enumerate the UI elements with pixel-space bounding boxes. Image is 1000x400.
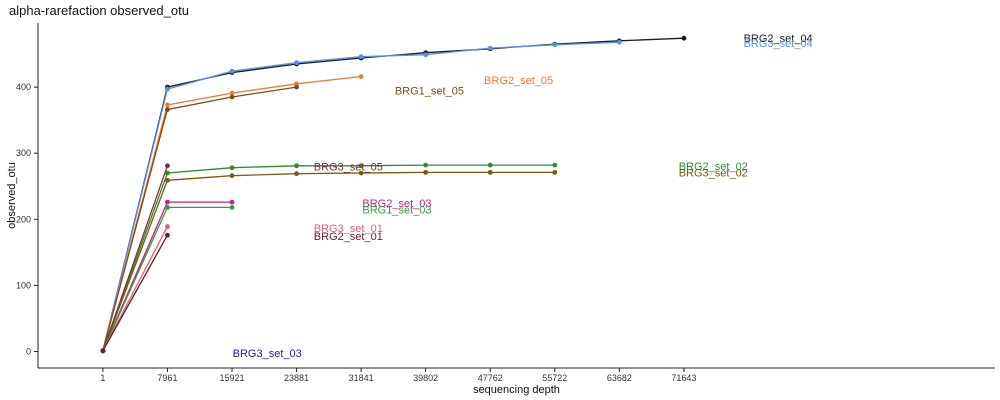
data-point-BRG3_set_02 (165, 177, 170, 183)
x-axis-title: sequencing depth (473, 384, 560, 396)
x-tick-label: 39802 (413, 373, 438, 383)
data-point-BRG1_set_05 (165, 107, 170, 112)
series-line-BRG1_set_05 (102, 86, 297, 351)
series-label-BRG2_set_03: BRG2_set_03 (362, 198, 431, 210)
series-label-BRG2_set_01: BRG2_set_01 (314, 231, 383, 243)
data-point-BRG3_set_02 (294, 171, 299, 177)
data-point-BRG2_set_02 (294, 163, 299, 169)
x-tick-label: 47762 (478, 373, 503, 383)
data-point-BRG2_set_03 (229, 199, 235, 205)
series-line-BRG3_set_05 (102, 165, 169, 352)
series-label-BRG2_set_05: BRG2_set_05 (484, 75, 553, 87)
series-line-BRG2_set_05 (102, 75, 362, 351)
series-line-BRG3_set_02 (102, 171, 555, 352)
data-point-BRG3_set_02 (423, 169, 429, 175)
data-point-BRG3_set_04 (487, 45, 493, 51)
series-line-BRG3_set_01 (102, 226, 168, 352)
series-label-BRG1_set_05: BRG1_set_05 (395, 85, 464, 97)
data-point-BRG3_set_02 (552, 169, 558, 175)
data-point-BRG2_set_02 (487, 162, 493, 168)
data-point-BRG2_set_05 (358, 74, 364, 79)
series-label-BRG3_set_01: BRG3_set_01 (314, 223, 383, 235)
data-point-BRG2_set_02 (423, 162, 429, 168)
y-tick-label: 200 (16, 214, 31, 224)
series-label-BRG2_set_02: BRG2_set_02 (679, 161, 748, 173)
data-point-BRG2_set_03 (165, 199, 170, 205)
data-point-BRG1_set_03 (165, 204, 170, 210)
series-label-BRG3_set_03: BRG3_set_03 (233, 348, 302, 360)
data-point-BRG2_set_02 (165, 170, 170, 176)
y-tick-label: 400 (16, 82, 31, 92)
y-tick-label: 0 (26, 346, 31, 356)
series-line-BRG2_set_02 (102, 164, 555, 352)
data-point-BRG3_set_04 (552, 42, 558, 48)
series-label-BRG2_set_04: BRG2_set_04 (744, 33, 813, 45)
data-point-BRG2_set_05 (229, 90, 235, 96)
data-point-BRG1_set_03 (229, 204, 235, 210)
data-point-BRG3_set_02 (358, 170, 364, 176)
data-point-BRG3_set_04 (423, 52, 429, 58)
x-tick-label: 63682 (607, 373, 632, 383)
data-point-BRG2_set_02 (552, 162, 558, 168)
data-point-BRG3_set_02 (487, 169, 493, 175)
x-tick-label: 7961 (157, 373, 177, 383)
data-point-BRG3_set_05 (165, 163, 170, 169)
data-point-BRG1_set_05 (229, 94, 235, 100)
series-line-BRG2_set_04 (102, 37, 684, 351)
x-tick-label: 55722 (542, 373, 567, 383)
data-point-BRG3_set_01 (165, 224, 170, 229)
data-point-BRG3_set_02 (229, 173, 235, 179)
data-point-BRG1_set_05 (294, 84, 299, 90)
data-point-BRG3_set_04 (165, 86, 170, 92)
data-point-BRG2_set_02 (229, 165, 235, 171)
data-point-BRG2_set_05 (294, 81, 299, 87)
x-tick-label: 15921 (219, 373, 244, 383)
data-point-BRG3_set_04 (294, 60, 299, 66)
series-label-BRG3_set_02: BRG3_set_02 (679, 167, 748, 179)
data-point-BRG2_set_05 (165, 102, 170, 108)
data-point-BRG2_set_01 (100, 348, 106, 354)
data-point-BRG3_set_04 (229, 68, 235, 74)
data-point-BRG2_set_01 (165, 232, 170, 238)
x-tick-label: 31841 (349, 373, 374, 383)
x-tick-label: 1 (100, 373, 105, 383)
data-point-BRG3_set_04 (616, 39, 622, 45)
y-axis-title: observed_otu (6, 162, 18, 229)
y-tick-label: 100 (16, 280, 31, 290)
x-tick-label: 23881 (284, 373, 309, 383)
series-line-BRG2_set_01 (102, 234, 168, 352)
series-label-BRG1_set_03: BRG1_set_03 (362, 204, 431, 216)
data-point-BRG2_set_02 (358, 163, 364, 169)
series-line-BRG3_set_04 (102, 41, 620, 351)
chart-title: alpha-rarefaction observed_otu (9, 3, 189, 18)
data-point-BRG2_set_04 (681, 35, 687, 41)
y-tick-label: 300 (16, 148, 31, 158)
series-label-BRG3_set_04: BRG3_set_04 (744, 38, 813, 50)
series-label-BRG3_set_05: BRG3_set_05 (314, 161, 383, 173)
data-point-BRG3_set_04 (358, 54, 364, 60)
x-tick-label: 71643 (671, 373, 696, 383)
